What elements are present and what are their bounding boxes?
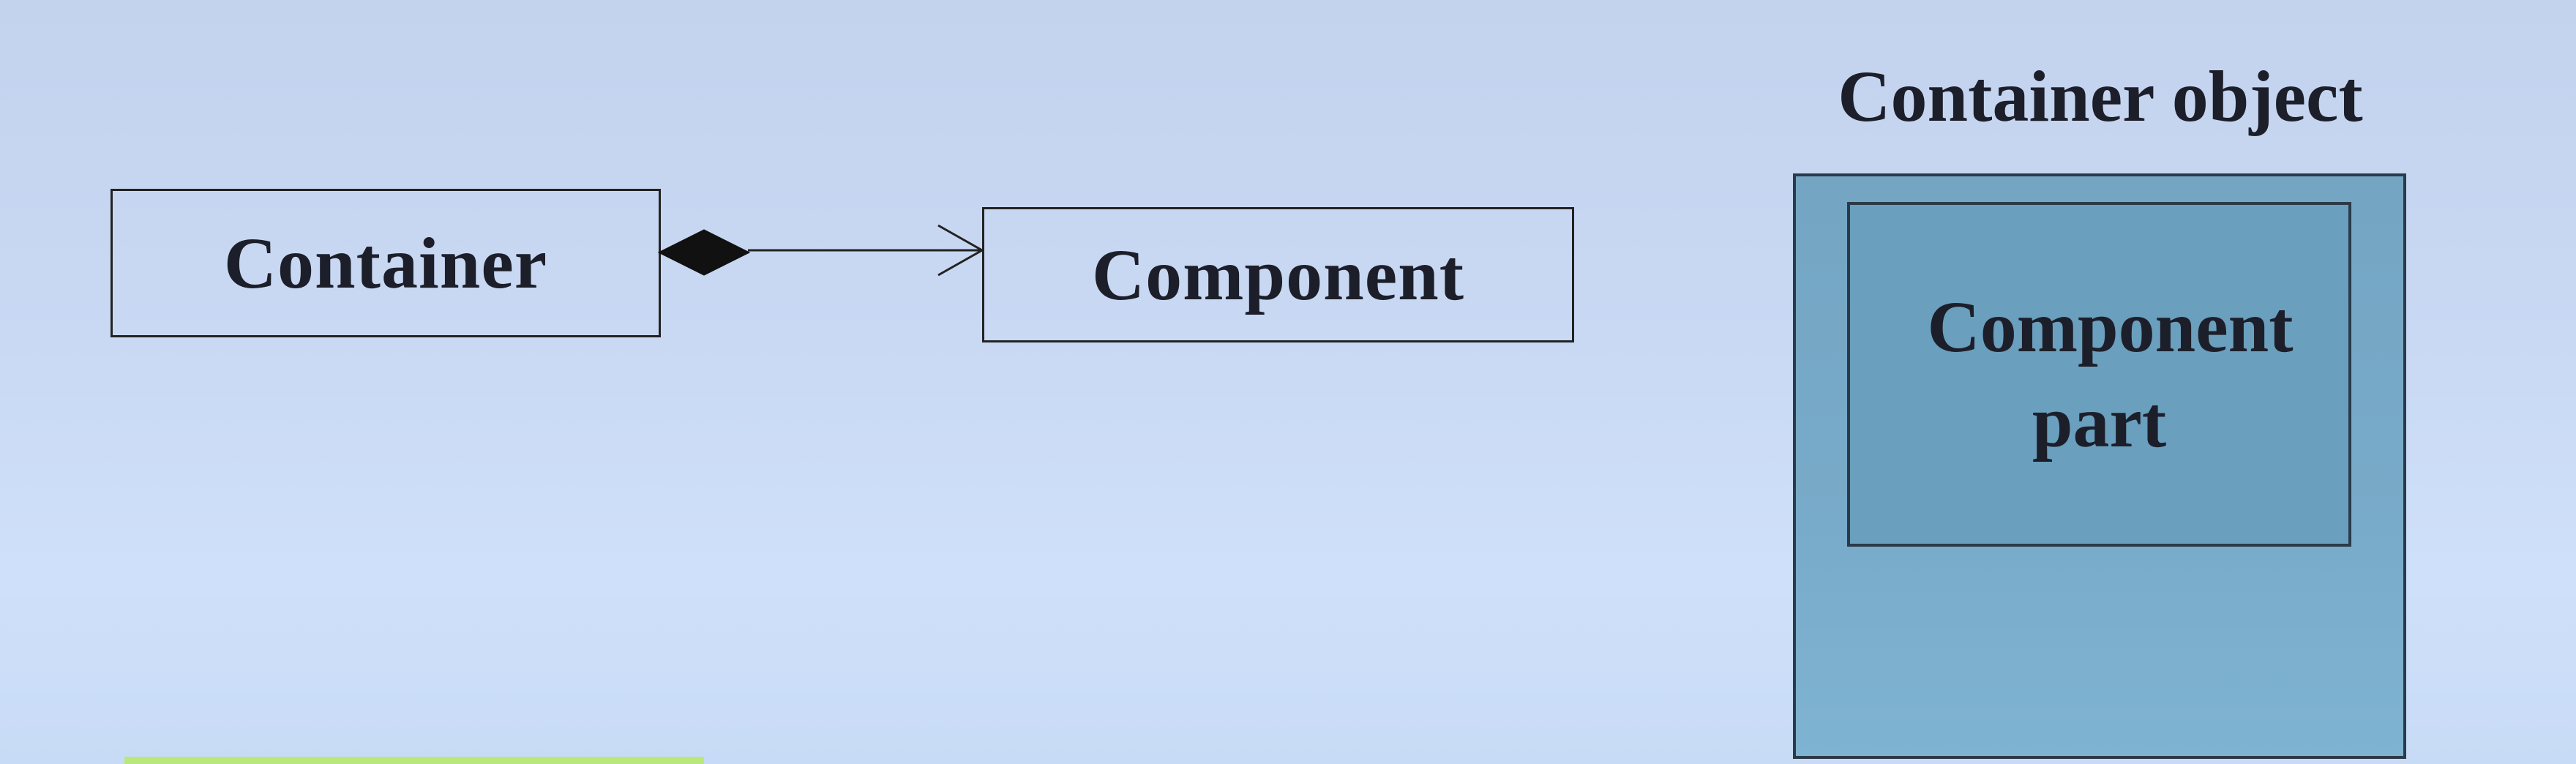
container-object-title: Container object [1838, 56, 2363, 137]
composition-arrow [657, 224, 985, 277]
container-label: Container [223, 222, 548, 304]
highlight-strip [124, 757, 704, 764]
component-class-box: Component [982, 207, 1574, 342]
component-label: Component [1091, 233, 1465, 315]
component-part-box: Component part [1847, 202, 2351, 547]
container-class-box: Container [111, 189, 661, 337]
component-part-label: Component part [1927, 285, 2294, 462]
composition-diamond-icon [657, 229, 751, 276]
